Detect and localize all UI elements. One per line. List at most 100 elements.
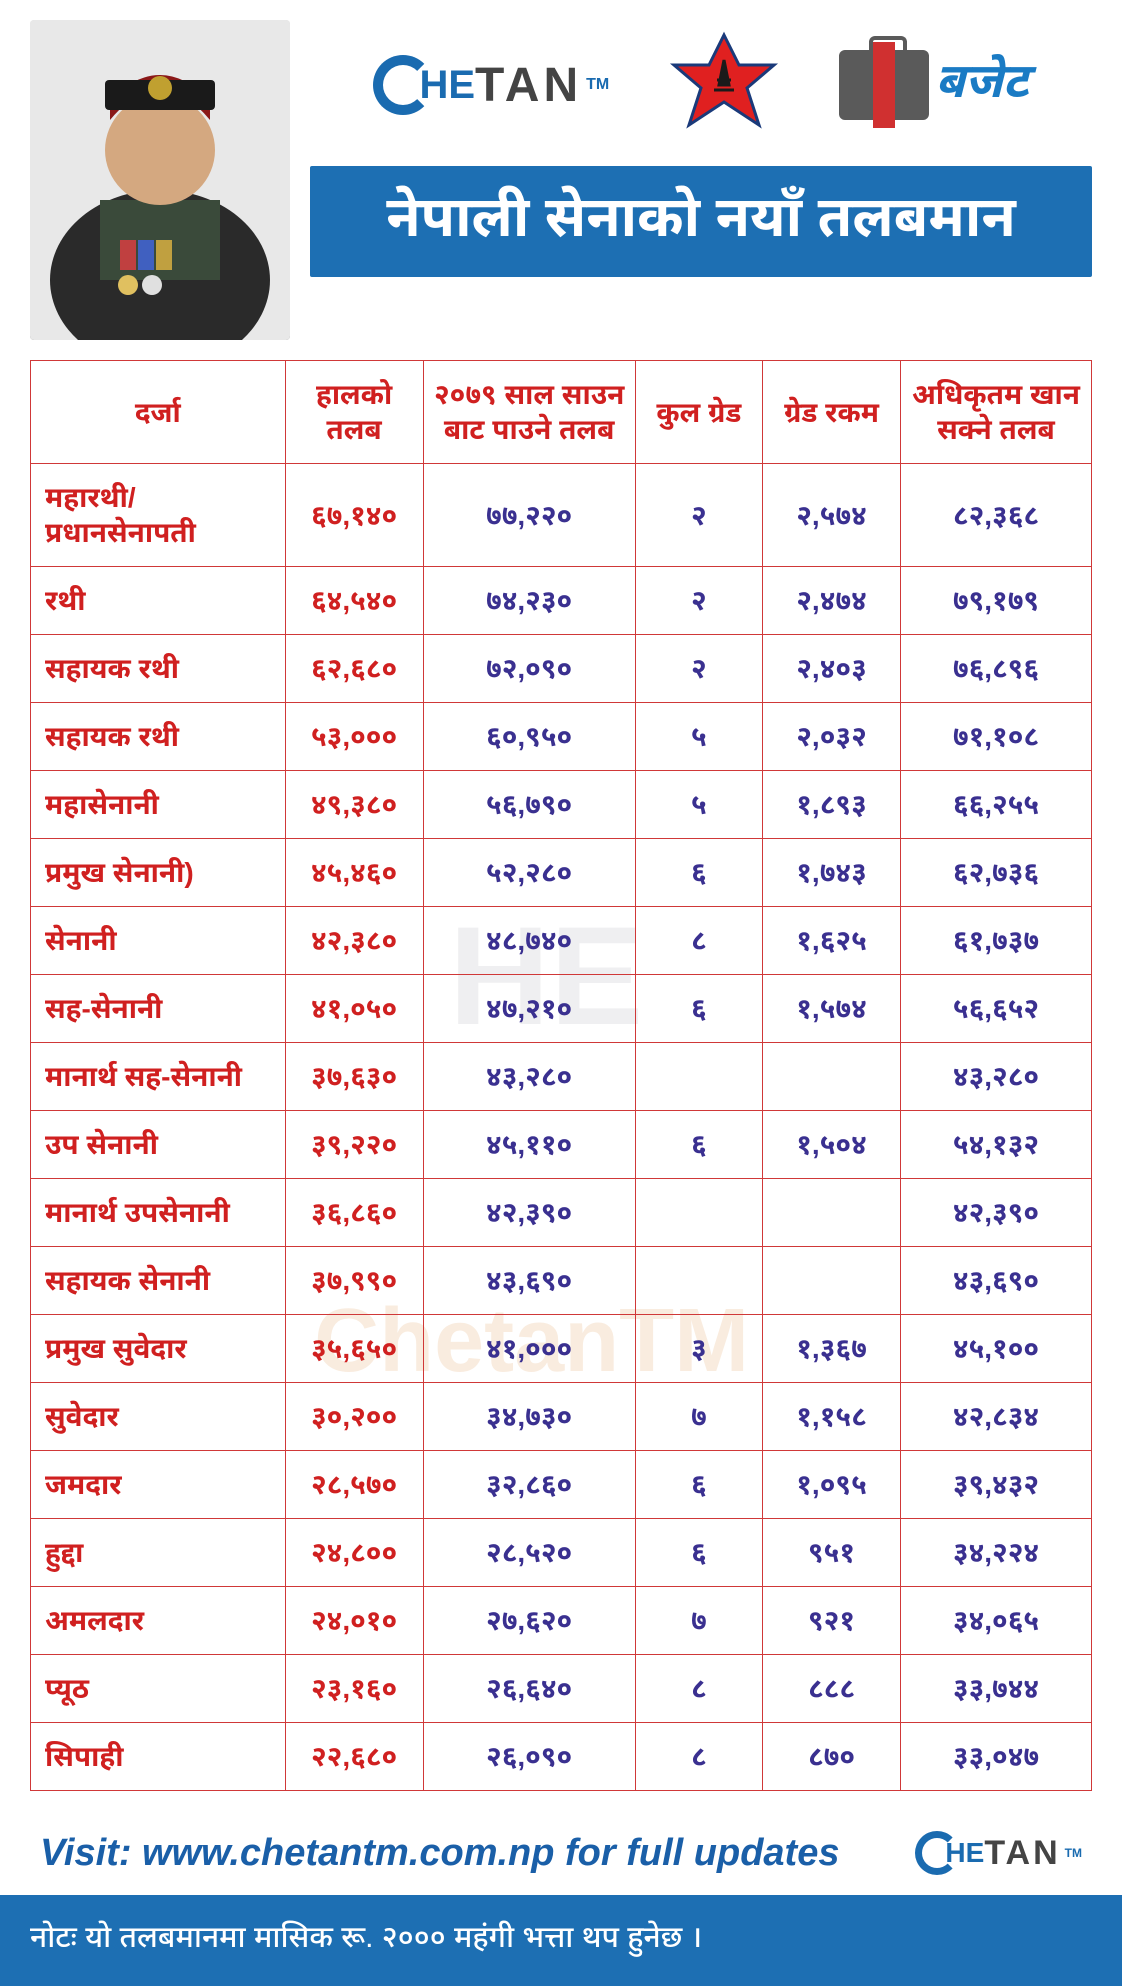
cell-grade: २ bbox=[635, 635, 762, 703]
cell-current: ३९,२२० bbox=[285, 1111, 423, 1179]
cell-rank: महारथी/प्रधानसेनापती bbox=[31, 464, 286, 567]
cell-max: ३४,२२४ bbox=[900, 1519, 1091, 1587]
infographic-container: HE TAN TM बजेट नेपाली सेनाको bbox=[0, 0, 1122, 1986]
cell-current: ४१,०५० bbox=[285, 975, 423, 1043]
portrait-image bbox=[30, 20, 290, 340]
header-right: HE TAN TM बजेट नेपाली सेनाको bbox=[310, 20, 1092, 277]
briefcase-icon bbox=[839, 50, 929, 120]
table-row: हुद्दा२४,८००२८,५२०६९५१३४,२२४ bbox=[31, 1519, 1092, 1587]
cell-rank: प्यूठ bbox=[31, 1655, 286, 1723]
cell-grade-amt: ८८८ bbox=[763, 1655, 901, 1723]
cell-rank: सहायक रथी bbox=[31, 635, 286, 703]
cell-grade: ८ bbox=[635, 1655, 762, 1723]
cell-new: ४८,७४० bbox=[423, 907, 635, 975]
cell-rank: मानार्थ उपसेनानी bbox=[31, 1179, 286, 1247]
logo-tm: TM bbox=[1065, 1846, 1082, 1860]
cell-max: ३९,४३२ bbox=[900, 1451, 1091, 1519]
cell-rank: हुद्दा bbox=[31, 1519, 286, 1587]
table-row: अमलदार२४,०१०२७,६२०७९२१३४,०६५ bbox=[31, 1587, 1092, 1655]
cell-max: ४२,३९० bbox=[900, 1179, 1091, 1247]
cell-max: ८२,३६८ bbox=[900, 464, 1091, 567]
cell-current: ६७,१४० bbox=[285, 464, 423, 567]
cell-max: ७६,८९६ bbox=[900, 635, 1091, 703]
cell-rank: सेनानी bbox=[31, 907, 286, 975]
cell-new: ६०,९५० bbox=[423, 703, 635, 771]
cell-new: ४२,३९० bbox=[423, 1179, 635, 1247]
cell-current: ३७,६३० bbox=[285, 1043, 423, 1111]
header-row: HE TAN TM बजेट नेपाली सेनाको bbox=[0, 0, 1122, 340]
cell-grade bbox=[635, 1043, 762, 1111]
cell-new: ३४,७३० bbox=[423, 1383, 635, 1451]
title-bar: नेपाली सेनाको नयाँ तलबमान bbox=[310, 166, 1092, 277]
cell-grade-amt: ९५१ bbox=[763, 1519, 901, 1587]
cell-grade-amt: १,७४३ bbox=[763, 839, 901, 907]
table-row: सेनानी४२,३८०४८,७४०८१,६२५६१,७३७ bbox=[31, 907, 1092, 975]
cell-max: ६२,७३६ bbox=[900, 839, 1091, 907]
cell-new: ४३,६९० bbox=[423, 1247, 635, 1315]
cell-rank: उप सेनानी bbox=[31, 1111, 286, 1179]
cell-grade-amt bbox=[763, 1043, 901, 1111]
cell-rank: अमलदार bbox=[31, 1587, 286, 1655]
table-row: महारथी/प्रधानसेनापती६७,१४०७७,२२०२२,५७४८२… bbox=[31, 464, 1092, 567]
cell-rank: महासेनानी bbox=[31, 771, 286, 839]
cell-current: ३६,८६० bbox=[285, 1179, 423, 1247]
cell-grade-amt: १,६२५ bbox=[763, 907, 901, 975]
cell-new: ४३,२८० bbox=[423, 1043, 635, 1111]
cell-grade: ६ bbox=[635, 1451, 762, 1519]
cell-current: ४२,३८० bbox=[285, 907, 423, 975]
cell-grade-amt: ९२१ bbox=[763, 1587, 901, 1655]
col-header-rank: दर्जा bbox=[31, 361, 286, 464]
cell-new: ४७,२१० bbox=[423, 975, 635, 1043]
cell-current: २८,५७० bbox=[285, 1451, 423, 1519]
cell-grade: ७ bbox=[635, 1587, 762, 1655]
cell-grade: ६ bbox=[635, 975, 762, 1043]
cell-new: ५२,२८० bbox=[423, 839, 635, 907]
cell-new: ५६,७९० bbox=[423, 771, 635, 839]
cell-current: ३०,२०० bbox=[285, 1383, 423, 1451]
cell-new: २७,६२० bbox=[423, 1587, 635, 1655]
cell-grade: ७ bbox=[635, 1383, 762, 1451]
salary-table: दर्जा हालको तलब २०७९ साल साउन बाट पाउने … bbox=[30, 360, 1092, 1791]
cell-grade-amt: २,४७४ bbox=[763, 567, 901, 635]
col-header-grade-amt: ग्रेड रकम bbox=[763, 361, 901, 464]
cell-grade: ८ bbox=[635, 907, 762, 975]
cell-max: ४५,१०० bbox=[900, 1315, 1091, 1383]
cell-grade: ६ bbox=[635, 1519, 762, 1587]
cell-grade: ८ bbox=[635, 1723, 762, 1791]
cell-grade: ५ bbox=[635, 771, 762, 839]
table-wrap: HE ChetanTM दर्जा हालको तलब २०७९ साल साउ… bbox=[0, 340, 1122, 1801]
cell-grade-amt: १,५०४ bbox=[763, 1111, 901, 1179]
table-row: रथी६४,५४०७४,२३०२२,४७४७९,१७९ bbox=[31, 567, 1092, 635]
cell-new: २८,५२० bbox=[423, 1519, 635, 1587]
cell-rank: सह-सेनानी bbox=[31, 975, 286, 1043]
chetan-logo-small: HE TAN TM bbox=[915, 1831, 1082, 1875]
cell-grade-amt: १,०९५ bbox=[763, 1451, 901, 1519]
cell-max: ५६,६५२ bbox=[900, 975, 1091, 1043]
table-row: मानार्थ उपसेनानी३६,८६०४२,३९०४२,३९० bbox=[31, 1179, 1092, 1247]
cell-grade: ६ bbox=[635, 839, 762, 907]
cell-rank: जमदार bbox=[31, 1451, 286, 1519]
cell-new: ७२,०९० bbox=[423, 635, 635, 703]
cell-current: ३५,६५० bbox=[285, 1315, 423, 1383]
cell-max: ६१,७३७ bbox=[900, 907, 1091, 975]
table-row: सुवेदार३०,२००३४,७३०७१,१५८४२,८३४ bbox=[31, 1383, 1092, 1451]
table-row: प्यूठ२३,१६०२६,६४०८८८८३३,७४४ bbox=[31, 1655, 1092, 1723]
cell-new: ४१,००० bbox=[423, 1315, 635, 1383]
cell-max: ७९,१७९ bbox=[900, 567, 1091, 635]
col-header-max: अधिकृतम खान सक्ने तलब bbox=[900, 361, 1091, 464]
cell-max: ३३,०४७ bbox=[900, 1723, 1091, 1791]
table-row: प्रमुख सेनानी)४५,४६०५२,२८०६१,७४३६२,७३६ bbox=[31, 839, 1092, 907]
cell-new: ४५,११० bbox=[423, 1111, 635, 1179]
cell-rank: सहायक सेनानी bbox=[31, 1247, 286, 1315]
cell-grade-amt bbox=[763, 1179, 901, 1247]
cell-current: ३७,९९० bbox=[285, 1247, 423, 1315]
cell-current: ५३,००० bbox=[285, 703, 423, 771]
col-header-current: हालको तलब bbox=[285, 361, 423, 464]
cell-grade-amt: २,५७४ bbox=[763, 464, 901, 567]
cell-grade-amt: २,४०३ bbox=[763, 635, 901, 703]
cell-max: ३४,०६५ bbox=[900, 1587, 1091, 1655]
table-row: जमदार२८,५७०३२,८६०६१,०९५३९,४३२ bbox=[31, 1451, 1092, 1519]
cell-rank: रथी bbox=[31, 567, 286, 635]
cell-max: ४३,६९० bbox=[900, 1247, 1091, 1315]
cell-max: ४२,८३४ bbox=[900, 1383, 1091, 1451]
